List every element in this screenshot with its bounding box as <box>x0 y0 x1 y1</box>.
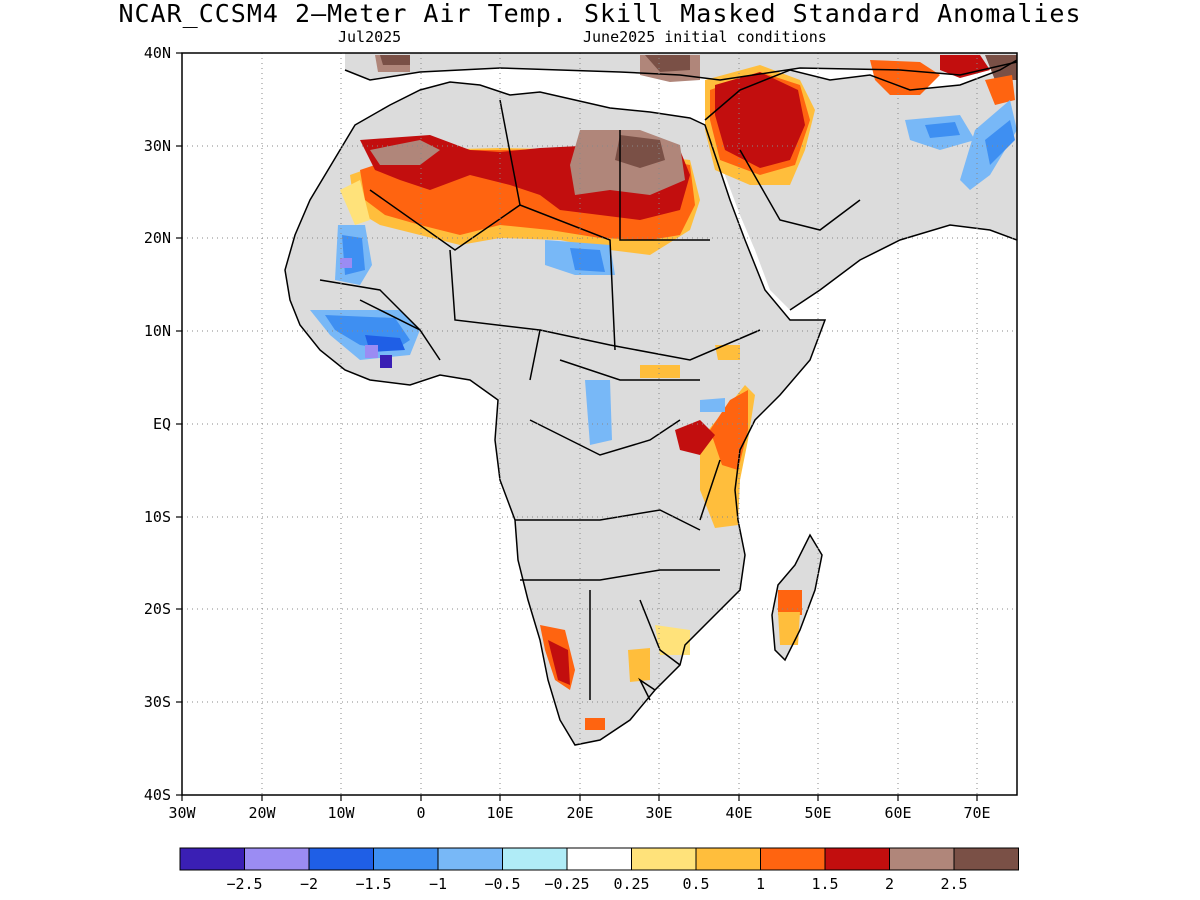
colorbar-label: 0.25 <box>613 875 649 893</box>
map-title: NCAR_CCSM4 2—Meter Air Temp. Skill Maske… <box>118 0 1082 28</box>
colorbar-label: 2 <box>885 875 894 893</box>
initial-conditions: June2025 initial conditions <box>583 28 827 46</box>
lat-labels: 40N 30N 20N 10N EQ 10S 20S 30S 40S <box>144 44 171 804</box>
colorbar-swatch <box>953 847 1019 871</box>
lon-label: 50E <box>804 804 831 822</box>
colorbar-label: 1.5 <box>811 875 838 893</box>
lon-label: 60E <box>884 804 911 822</box>
lat-label: 10N <box>144 322 171 340</box>
colorbar-label: 1 <box>756 875 765 893</box>
colorbar-label: −2 <box>300 875 318 893</box>
lon-label: 30E <box>645 804 672 822</box>
lat-label: 10S <box>144 508 171 526</box>
colorbar-swatch <box>179 847 245 871</box>
colorbar-label: 0.5 <box>682 875 709 893</box>
lon-label: 10E <box>486 804 513 822</box>
lon-label: 20E <box>566 804 593 822</box>
lat-label: EQ <box>153 415 171 433</box>
colorbar-label: −0.5 <box>484 875 520 893</box>
tick-marks <box>176 52 978 801</box>
grid-lines <box>182 53 1017 795</box>
lat-label: 40N <box>144 44 171 62</box>
lat-label: 20N <box>144 229 171 247</box>
cool-anomalies <box>310 100 1017 445</box>
lat-label: 30S <box>144 693 171 711</box>
colorbar-swatch <box>695 847 761 871</box>
borders <box>284 59 1017 746</box>
colorbar-swatch <box>889 847 955 871</box>
colorbar-labels: −2.5 −2 −1.5 −1 −0.5 −0.25 0.25 0.5 1 1.5 2 2.5 <box>226 875 967 893</box>
colorbar-swatch <box>308 847 374 871</box>
colorbar-label: −0.25 <box>544 875 589 893</box>
colorbar-swatch <box>373 847 439 871</box>
lon-label: 20W <box>248 804 276 822</box>
colorbar-swatch <box>566 847 632 871</box>
warm-anomalies <box>340 55 1017 730</box>
colorbar-label: −1 <box>429 875 447 893</box>
lon-label: 0 <box>416 804 425 822</box>
lat-label: 20S <box>144 600 171 618</box>
lat-label: 30N <box>144 137 171 155</box>
colorbar-label: 2.5 <box>940 875 967 893</box>
colorbar-label: −1.5 <box>355 875 391 893</box>
colorbar-swatch <box>437 847 503 871</box>
colorbar <box>179 847 1019 871</box>
colorbar-swatch <box>502 847 568 871</box>
colorbar-swatch <box>244 847 310 871</box>
valid-month: Jul2025 <box>338 28 402 46</box>
colorbar-swatch <box>760 847 826 871</box>
lon-labels: 30W 20W 10W 0 10E 20E 30E 40E 50E 60E 70… <box>168 804 990 822</box>
lon-label: 40E <box>725 804 752 822</box>
lon-label: 70E <box>963 804 990 822</box>
africa-land <box>285 82 825 745</box>
lon-label: 10W <box>327 804 355 822</box>
colorbar-swatch <box>631 847 697 871</box>
colorbar-label: −2.5 <box>226 875 262 893</box>
lat-label: 40S <box>144 786 171 804</box>
map-area <box>285 53 1017 745</box>
colorbar-swatch <box>824 847 890 871</box>
lon-label: 30W <box>168 804 196 822</box>
